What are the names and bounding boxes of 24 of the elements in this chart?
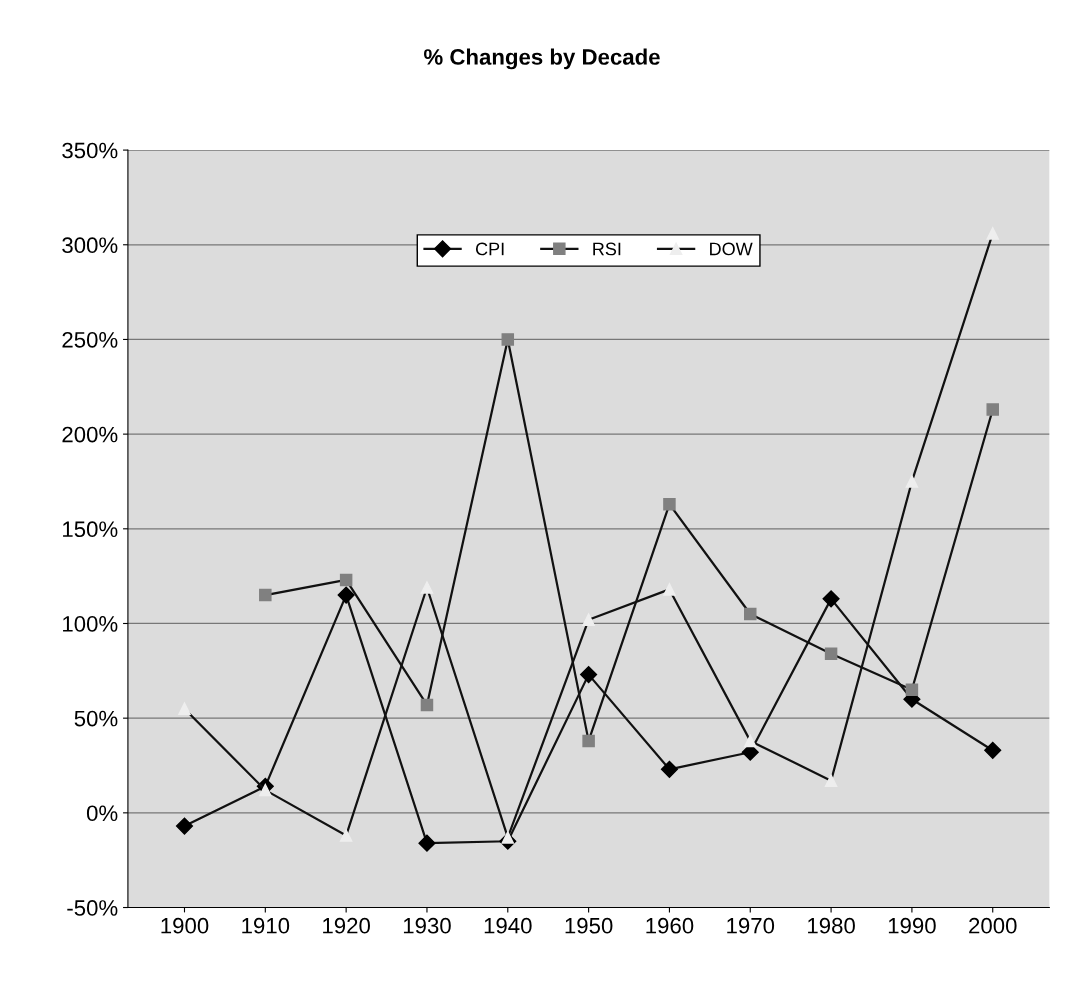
y-tick-label: 250% (62, 331, 118, 348)
x-tick-label: 1920 (323, 917, 370, 934)
chart-title: % Changes by Decade (424, 48, 660, 70)
x-tick-label: 1990 (888, 917, 936, 934)
x-tick-label: 1960 (646, 917, 694, 934)
x-tick-label: 1970 (727, 917, 775, 934)
x-tick-label: 1980 (808, 917, 855, 934)
x-tick-label: 1950 (565, 917, 613, 934)
y-tick-label: 50% (74, 710, 118, 727)
legend-label: RSI (593, 242, 621, 256)
legend-label: DOW (710, 242, 753, 256)
x-tick-label: 1900 (161, 917, 209, 934)
x-tick-label: 1910 (242, 917, 290, 934)
legend-label: CPI (475, 242, 504, 256)
y-tick-label: -50% (67, 900, 118, 916)
y-tick-label: 300% (62, 237, 118, 254)
x-tick-label: 2000 (969, 917, 1017, 934)
y-tick-label: 350% (62, 142, 118, 159)
y-tick-label: 150% (63, 521, 118, 538)
y-tick-label: 200% (62, 426, 118, 443)
x-tick-label: 1940 (484, 917, 532, 934)
x-tick-label: 1930 (403, 917, 451, 934)
y-tick-label: 100% (63, 616, 118, 632)
y-tick-label: 0% (86, 805, 118, 822)
